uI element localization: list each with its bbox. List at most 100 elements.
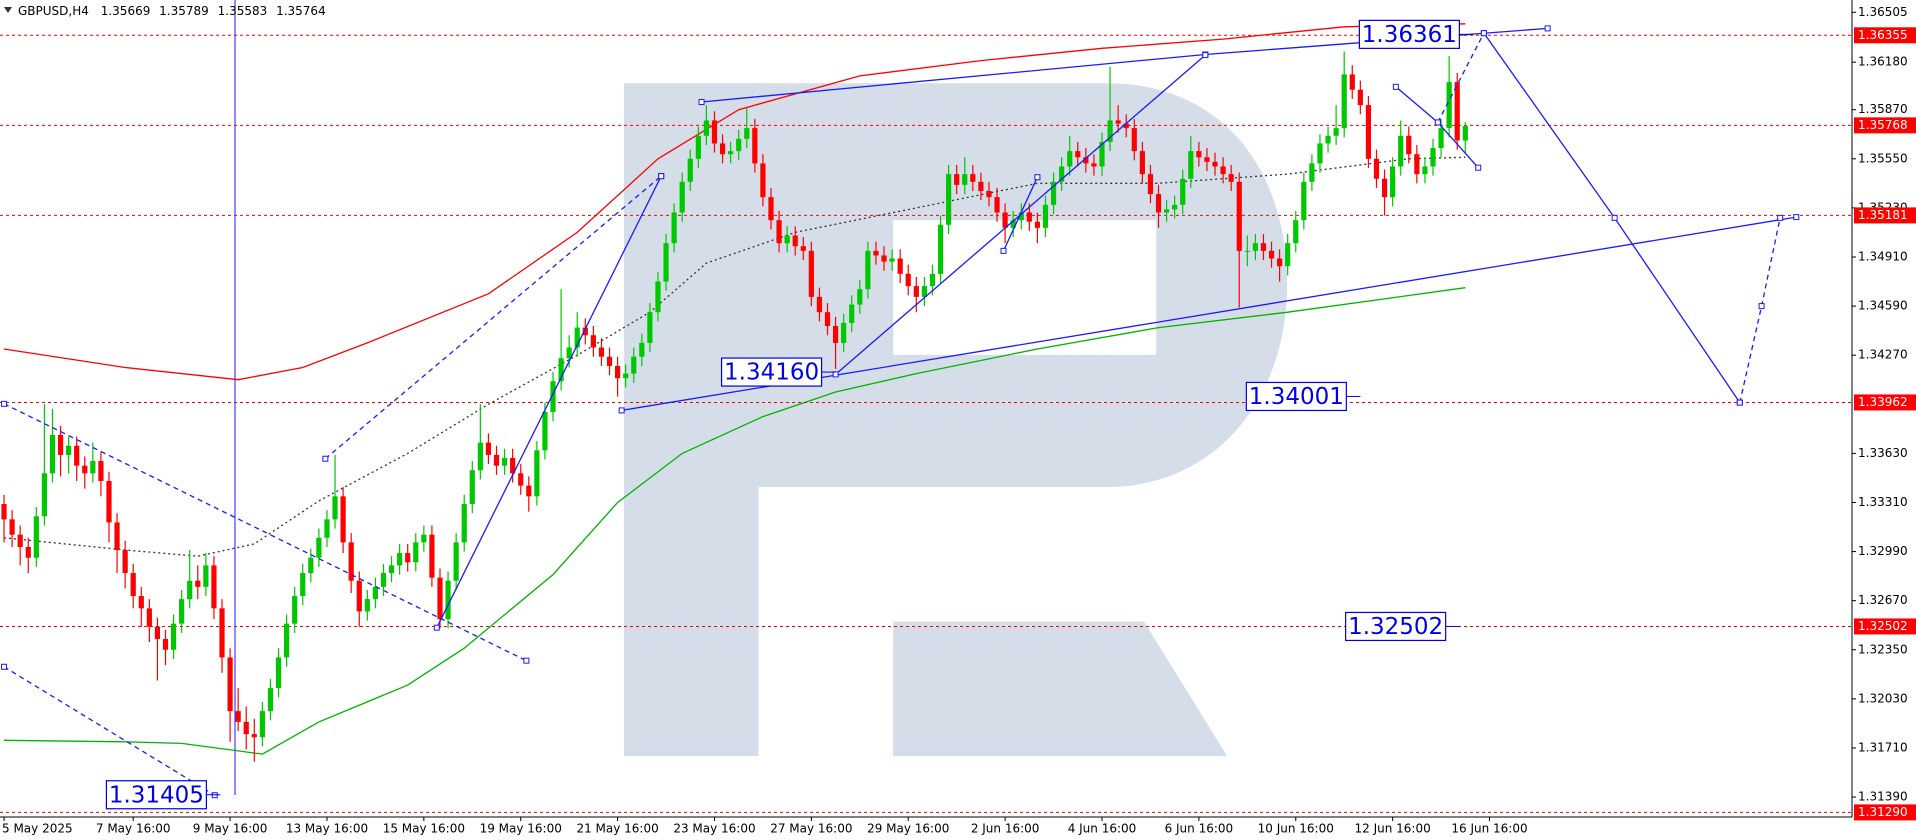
line-marker — [618, 407, 625, 414]
candle-body — [1381, 178, 1388, 198]
candle-body — [1414, 154, 1420, 175]
candle-body — [615, 365, 621, 379]
level-label-box — [1854, 27, 1916, 44]
y-tick-label: 1.33630 — [1858, 446, 1908, 460]
candle-body — [558, 358, 564, 382]
candle-body — [1139, 151, 1145, 175]
trend-line — [324, 175, 662, 460]
y-tick-label: 1.34270 — [1858, 348, 1908, 362]
candle-body — [1010, 220, 1016, 228]
moving-average — [3, 287, 1466, 755]
candle-body — [873, 250, 879, 256]
candle-body — [954, 174, 960, 185]
line-marker — [1480, 30, 1487, 37]
line-marker — [1793, 214, 1800, 221]
candle-body — [421, 534, 427, 543]
candle-body — [1285, 243, 1291, 267]
candle-body — [1406, 135, 1412, 155]
candle-body — [114, 522, 120, 551]
level-label: 1.32502 — [1858, 619, 1908, 633]
trend-line — [1437, 32, 1485, 123]
candle-body — [590, 335, 596, 348]
x-tick-label: 9 May 16:00 — [193, 822, 268, 836]
candle-body — [1390, 166, 1396, 198]
candle-body — [187, 580, 193, 600]
y-tick-label: 1.33310 — [1858, 495, 1908, 509]
candle-body — [760, 163, 766, 198]
candle-body — [606, 356, 613, 366]
candle-body — [25, 546, 31, 558]
candle-body — [1244, 250, 1250, 252]
header-high: 1.35789 — [159, 4, 209, 18]
candle-body — [380, 573, 387, 587]
candle-body — [469, 470, 475, 505]
candle-body — [792, 235, 798, 247]
candle-body — [445, 580, 451, 620]
y-tick-label: 1.32350 — [1858, 642, 1908, 656]
line-marker — [1392, 83, 1399, 90]
line-marker — [1034, 174, 1041, 181]
candle-body — [1, 504, 7, 520]
candle-body — [937, 224, 944, 274]
candle-body — [146, 608, 152, 627]
candle-body — [1268, 250, 1275, 259]
line-marker — [1758, 303, 1765, 310]
candle-body — [1373, 158, 1380, 179]
watermark-shape — [893, 621, 1228, 757]
candle-body — [1341, 74, 1347, 129]
line-marker — [1434, 119, 1441, 126]
x-tick-label: 7 May 16:00 — [96, 822, 171, 836]
candle-body — [816, 296, 823, 313]
candle-body — [1042, 204, 1049, 228]
candle-body — [397, 553, 403, 566]
candle-body — [639, 342, 645, 357]
candle-body — [1172, 204, 1178, 210]
candle-body — [711, 120, 718, 144]
candle-body — [437, 577, 443, 620]
candle-body — [1147, 174, 1154, 195]
annotation-label: 1.31405 — [109, 782, 204, 808]
annotation-box — [105, 780, 207, 810]
candle-body — [1026, 212, 1032, 222]
candle-body — [889, 258, 895, 262]
candle-body — [429, 534, 435, 578]
line-marker — [1736, 399, 1743, 406]
x-tick-label: 15 May 16:00 — [383, 822, 465, 836]
candle-body — [324, 519, 330, 538]
candle-body — [946, 174, 952, 225]
line-marker — [1777, 214, 1784, 221]
x-tick-label: 21 May 16:00 — [576, 822, 658, 836]
candle-body — [1083, 157, 1089, 164]
candle-body — [493, 454, 500, 466]
line-marker — [698, 99, 705, 106]
candle-body — [1349, 74, 1355, 90]
y-tick-label: 1.34910 — [1858, 249, 1908, 263]
candle-body — [663, 243, 669, 282]
y-tick-label: 1.36180 — [1858, 55, 1908, 69]
y-tick-label: 1.31390 — [1858, 790, 1908, 804]
annotation-box — [1358, 19, 1460, 49]
candle-body — [1131, 128, 1137, 152]
line-marker — [433, 624, 440, 631]
candle-body — [542, 411, 548, 451]
candle-body — [300, 573, 306, 597]
candle-body — [1333, 128, 1339, 136]
candle-body — [1115, 120, 1121, 124]
level-label-box — [1854, 804, 1916, 821]
candle-body — [251, 734, 257, 738]
line-marker — [1475, 164, 1482, 171]
candle-body — [897, 258, 903, 274]
candle-body — [824, 312, 831, 327]
candle-body — [82, 465, 88, 474]
line-marker — [1, 663, 8, 670]
header: GBPUSD,H4 1.35669 1.35789 1.35583 1.3576… — [18, 4, 326, 18]
candle-body — [905, 273, 911, 287]
y-tick-label: 1.32670 — [1858, 593, 1908, 607]
candle-body — [849, 304, 855, 323]
level-label-box — [1854, 394, 1916, 411]
candle-body — [57, 434, 64, 455]
candle-body — [1430, 148, 1436, 167]
candle-body — [162, 639, 169, 650]
candle-body — [1163, 209, 1170, 213]
